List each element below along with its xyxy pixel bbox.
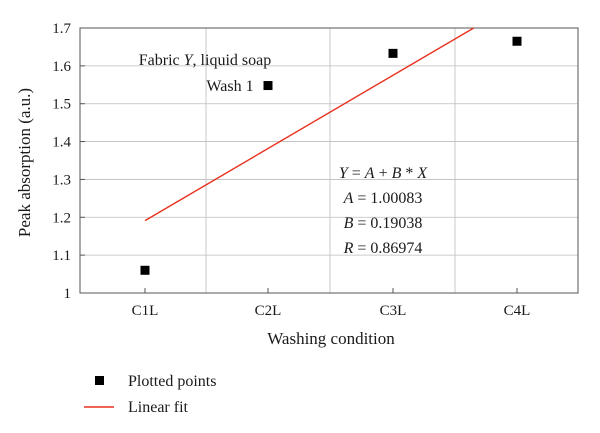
data-point	[388, 48, 398, 58]
x-tick-label: C1L	[132, 303, 159, 319]
x-tick-label: C2L	[255, 303, 282, 319]
y-tick-label: 1.1	[52, 248, 71, 264]
annotation-r-value: R = 0.86974	[343, 240, 423, 257]
y-tick-label: 1.6	[52, 59, 71, 75]
x-tick-label: C3L	[380, 303, 407, 319]
x-tick-label: C4L	[504, 303, 531, 319]
y-tick-label: 1.2	[52, 210, 71, 226]
y-tick-label: 1.7	[52, 21, 71, 37]
annotation-fabric: Fabric Y, liquid soap	[139, 52, 271, 69]
legend: Plotted points Linear fit	[84, 373, 216, 416]
y-tick-label: 1	[64, 286, 72, 302]
annotation-a-value: A = 1.00083	[343, 190, 423, 207]
annotation-b-value: B = 0.19038	[344, 215, 423, 232]
linear-fit-series	[144, 27, 475, 222]
legend-label-linear-fit: Linear fit	[128, 399, 189, 416]
plot-area-frame	[79, 27, 579, 294]
x-axis-ticks: C1L C2L C3L C4L	[132, 288, 531, 319]
y-tick-label: 1.3	[52, 172, 71, 188]
y-axis-ticks: 1 1.1 1.2 1.3 1.4 1.5 1.6 1.7	[52, 21, 85, 302]
y-axis-label: Peak absorption (a.u.)	[15, 88, 34, 237]
x-axis-label: Washing condition	[267, 329, 395, 348]
plotted-points-series	[140, 36, 522, 275]
legend-label-plotted-points: Plotted points	[128, 373, 216, 390]
annotation-fit-equation: Y = A + B * X	[339, 165, 429, 182]
data-point	[512, 36, 522, 46]
y-tick-label: 1.4	[52, 135, 71, 151]
y-tick-label: 1.5	[52, 97, 71, 113]
fit-line	[144, 27, 475, 222]
data-point	[263, 81, 273, 91]
data-point	[140, 265, 150, 275]
annotation-wash: Wash 1	[206, 78, 253, 95]
legend-marker-plotted-points	[95, 376, 104, 385]
grid	[80, 28, 578, 293]
